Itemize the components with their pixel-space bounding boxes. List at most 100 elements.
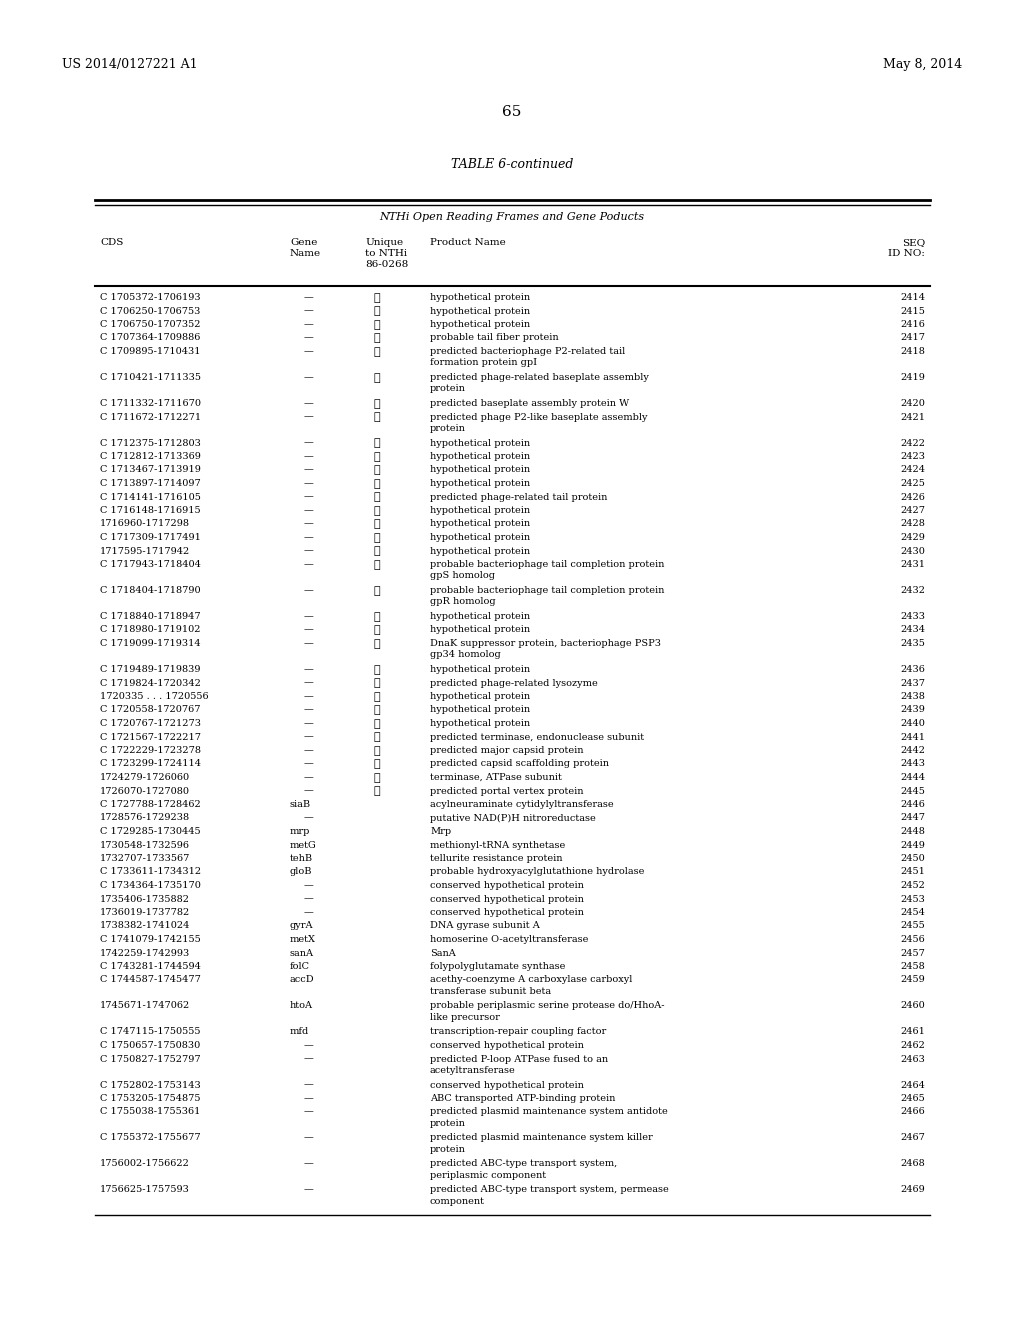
Text: ✓: ✓ xyxy=(374,787,380,796)
Text: C 1744587-1745477: C 1744587-1745477 xyxy=(100,975,201,985)
Text: 1726070-1727080: 1726070-1727080 xyxy=(100,787,190,796)
Text: hypothetical protein: hypothetical protein xyxy=(430,451,530,461)
Text: hypothetical protein: hypothetical protein xyxy=(430,705,530,714)
Text: hypothetical protein: hypothetical protein xyxy=(430,293,530,302)
Text: C 1707364-1709886: C 1707364-1709886 xyxy=(100,334,201,342)
Text: hypothetical protein: hypothetical protein xyxy=(430,306,530,315)
Text: 2464: 2464 xyxy=(900,1081,925,1089)
Text: —: — xyxy=(303,479,313,488)
Text: NTHi Open Reading Frames and Gene Poducts: NTHi Open Reading Frames and Gene Poduct… xyxy=(380,213,644,222)
Text: folC: folC xyxy=(290,962,310,972)
Text: predicted bacteriophage P2-related tail
formation protein gpI: predicted bacteriophage P2-related tail … xyxy=(430,347,626,367)
Text: 2419: 2419 xyxy=(900,374,925,381)
Text: tellurite resistance protein: tellurite resistance protein xyxy=(430,854,562,863)
Text: C 1727788-1728462: C 1727788-1728462 xyxy=(100,800,201,809)
Text: predicted ABC-type transport system, permease
component: predicted ABC-type transport system, per… xyxy=(430,1185,669,1206)
Text: Unique
to NTHi
86-0268: Unique to NTHi 86-0268 xyxy=(365,238,409,269)
Text: predicted portal vertex protein: predicted portal vertex protein xyxy=(430,787,584,796)
Text: C 1718980-1719102: C 1718980-1719102 xyxy=(100,626,201,635)
Text: 2444: 2444 xyxy=(900,774,925,781)
Text: —: — xyxy=(303,880,313,890)
Text: 2415: 2415 xyxy=(900,306,925,315)
Text: CDS: CDS xyxy=(100,238,123,247)
Text: C 1709895-1710431: C 1709895-1710431 xyxy=(100,347,201,356)
Text: gyrA: gyrA xyxy=(290,921,313,931)
Text: ✓: ✓ xyxy=(374,306,380,317)
Text: terminase, ATPase subunit: terminase, ATPase subunit xyxy=(430,774,562,781)
Text: hypothetical protein: hypothetical protein xyxy=(430,692,530,701)
Text: C 1753205-1754875: C 1753205-1754875 xyxy=(100,1094,201,1104)
Text: Mrp: Mrp xyxy=(430,828,452,836)
Text: predicted plasmid maintenance system killer
protein: predicted plasmid maintenance system kil… xyxy=(430,1134,652,1154)
Text: SanA: SanA xyxy=(430,949,456,957)
Text: 2429: 2429 xyxy=(900,533,925,543)
Text: 2435: 2435 xyxy=(900,639,925,648)
Text: predicted ABC-type transport system,
periplasmic component: predicted ABC-type transport system, per… xyxy=(430,1159,617,1180)
Text: ✓: ✓ xyxy=(374,733,380,742)
Text: C 1711672-1712271: C 1711672-1712271 xyxy=(100,412,201,421)
Text: acethy-coenzyme A carboxylase carboxyl
transferase subunit beta: acethy-coenzyme A carboxylase carboxyl t… xyxy=(430,975,633,997)
Text: hypothetical protein: hypothetical protein xyxy=(430,533,530,543)
Text: metG: metG xyxy=(290,841,316,850)
Text: 1756625-1757593: 1756625-1757593 xyxy=(100,1185,189,1195)
Text: ✓: ✓ xyxy=(374,705,380,715)
Text: 2454: 2454 xyxy=(900,908,925,917)
Text: 2434: 2434 xyxy=(900,626,925,635)
Text: C 1719824-1720342: C 1719824-1720342 xyxy=(100,678,201,688)
Text: —: — xyxy=(303,560,313,569)
Text: DnaK suppressor protein, bacteriophage PSP3
gp34 homolog: DnaK suppressor protein, bacteriophage P… xyxy=(430,639,662,660)
Text: TABLE 6-continued: TABLE 6-continued xyxy=(451,158,573,172)
Text: —: — xyxy=(303,1134,313,1143)
Text: —: — xyxy=(303,546,313,556)
Text: —: — xyxy=(303,719,313,729)
Text: 2417: 2417 xyxy=(900,334,925,342)
Text: C 1712375-1712803: C 1712375-1712803 xyxy=(100,438,201,447)
Text: —: — xyxy=(303,347,313,356)
Text: C 1734364-1735170: C 1734364-1735170 xyxy=(100,880,201,890)
Text: C 1729285-1730445: C 1729285-1730445 xyxy=(100,828,201,836)
Text: 2428: 2428 xyxy=(900,520,925,528)
Text: 2469: 2469 xyxy=(900,1185,925,1195)
Text: predicted phage-related tail protein: predicted phage-related tail protein xyxy=(430,492,607,502)
Text: 2420: 2420 xyxy=(900,399,925,408)
Text: 2431: 2431 xyxy=(900,560,925,569)
Text: hypothetical protein: hypothetical protein xyxy=(430,719,530,729)
Text: —: — xyxy=(303,895,313,903)
Text: ✓: ✓ xyxy=(374,492,380,503)
Text: 2455: 2455 xyxy=(900,921,925,931)
Text: Product Name: Product Name xyxy=(430,238,506,247)
Text: predicted plasmid maintenance system antidote
protein: predicted plasmid maintenance system ant… xyxy=(430,1107,668,1129)
Text: hypothetical protein: hypothetical protein xyxy=(430,438,530,447)
Text: methionyl-tRNA synthetase: methionyl-tRNA synthetase xyxy=(430,841,565,850)
Text: 2423: 2423 xyxy=(900,451,925,461)
Text: hypothetical protein: hypothetical protein xyxy=(430,626,530,635)
Text: 2426: 2426 xyxy=(900,492,925,502)
Text: 2458: 2458 xyxy=(900,962,925,972)
Text: 2447: 2447 xyxy=(900,813,925,822)
Text: 2441: 2441 xyxy=(900,733,925,742)
Text: 1756002-1756622: 1756002-1756622 xyxy=(100,1159,189,1168)
Text: ✓: ✓ xyxy=(374,451,380,462)
Text: C 1733611-1734312: C 1733611-1734312 xyxy=(100,867,201,876)
Text: C 1711332-1711670: C 1711332-1711670 xyxy=(100,399,201,408)
Text: C 1720767-1721273: C 1720767-1721273 xyxy=(100,719,201,729)
Text: ✓: ✓ xyxy=(374,293,380,304)
Text: ✓: ✓ xyxy=(374,692,380,702)
Text: C 1741079-1742155: C 1741079-1742155 xyxy=(100,935,201,944)
Text: ✓: ✓ xyxy=(374,774,380,783)
Text: predicted P-loop ATPase fused to an
acetyltransferase: predicted P-loop ATPase fused to an acet… xyxy=(430,1055,608,1074)
Text: 2425: 2425 xyxy=(900,479,925,488)
Text: mfd: mfd xyxy=(290,1027,309,1036)
Text: 2422: 2422 xyxy=(900,438,925,447)
Text: siaB: siaB xyxy=(290,800,311,809)
Text: 2442: 2442 xyxy=(900,746,925,755)
Text: 2457: 2457 xyxy=(900,949,925,957)
Text: C 1723299-1724114: C 1723299-1724114 xyxy=(100,759,201,768)
Text: ✓: ✓ xyxy=(374,374,380,383)
Text: ✓: ✓ xyxy=(374,479,380,488)
Text: —: — xyxy=(303,678,313,688)
Text: 2440: 2440 xyxy=(900,719,925,729)
Text: —: — xyxy=(303,759,313,768)
Text: 2433: 2433 xyxy=(900,612,925,620)
Text: 1738382-1741024: 1738382-1741024 xyxy=(100,921,190,931)
